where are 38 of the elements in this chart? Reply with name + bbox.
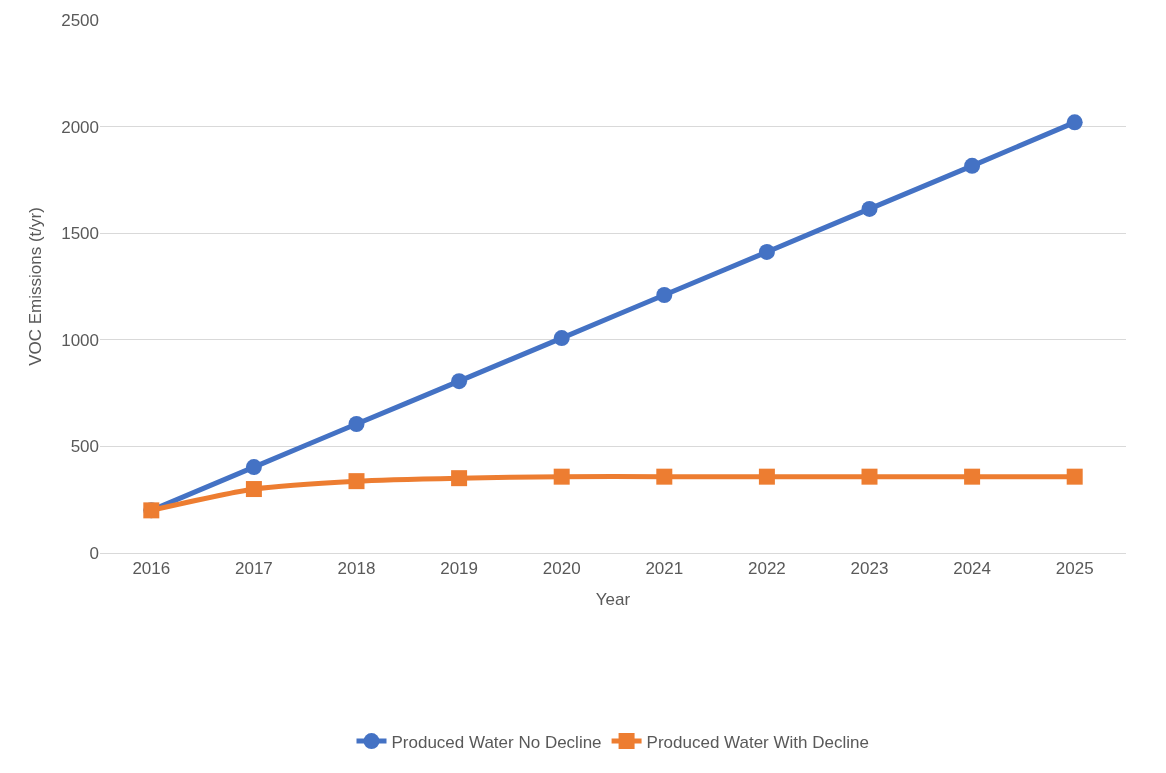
point — [348, 416, 365, 432]
legend-label: Produced Water No Decline — [391, 732, 602, 752]
point — [1066, 468, 1083, 485]
x-axis-title: Year — [595, 589, 631, 609]
point — [348, 473, 365, 490]
point — [656, 287, 673, 304]
y-tick-label: 1500 — [61, 224, 99, 244]
x-tick-label: 2018 — [337, 559, 376, 579]
y-tick-label: 2000 — [61, 117, 99, 137]
point — [758, 468, 775, 485]
point — [758, 243, 775, 260]
point — [245, 459, 262, 476]
x-tick-label: 2016 — [132, 559, 171, 579]
y-tick-label: 1000 — [61, 330, 99, 350]
point — [861, 200, 878, 217]
point — [451, 470, 468, 487]
legend-label: Produced Water With Decline — [646, 732, 869, 752]
y-tick-label: 2500 — [61, 10, 99, 30]
x-tick-label: 2019 — [440, 559, 479, 579]
x-tick-label: 2025 — [1055, 559, 1094, 579]
x-tick-label: 2024 — [953, 559, 992, 579]
point — [964, 157, 981, 174]
x-tick-label: 2022 — [747, 559, 786, 579]
y-tick-label: 500 — [70, 437, 99, 457]
point — [1066, 114, 1083, 131]
point — [245, 481, 262, 498]
x-tick-label: 2023 — [850, 559, 889, 579]
point — [451, 373, 468, 390]
point — [861, 468, 878, 485]
x-tick-label: 2021 — [645, 559, 684, 579]
x-tick-label: 2017 — [234, 559, 273, 579]
point — [553, 468, 570, 485]
point — [656, 468, 673, 485]
point — [964, 468, 981, 485]
y-tick-label: 0 — [89, 543, 99, 563]
point — [553, 330, 570, 347]
x-tick-label: 2020 — [542, 559, 581, 579]
y-axis-title: VOC Emissions (t/yr) — [25, 207, 45, 366]
